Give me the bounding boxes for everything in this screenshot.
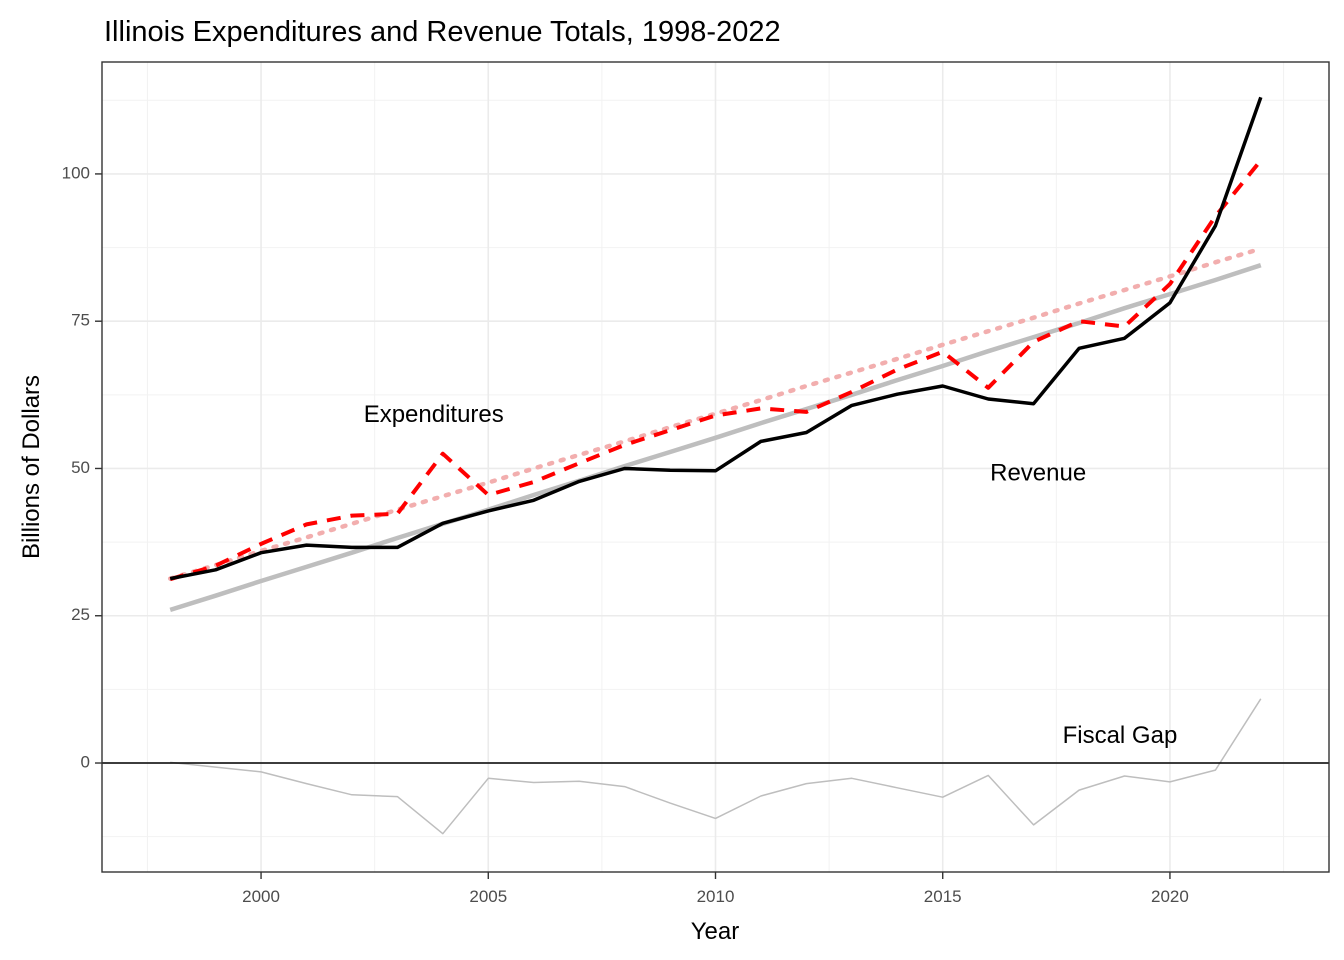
series-line-fiscal-gap: [170, 698, 1262, 835]
annotation-fiscal-gap: Fiscal Gap: [1063, 722, 1178, 749]
series-line-expenditures-trend: [167, 246, 1264, 581]
y-tick-label: 50: [71, 458, 90, 477]
y-tick-label: 75: [71, 311, 90, 330]
annotation-layer: Expenditures Revenue Fiscal Gap: [364, 401, 1178, 749]
x-tick-label: 2020: [1151, 887, 1189, 906]
series-layer: [102, 96, 1329, 835]
x-tick-label: 2010: [697, 887, 735, 906]
y-tick-label: 25: [71, 605, 90, 624]
y-axis: 0 25 50 75 100: [62, 163, 102, 772]
x-tick-label: 2000: [242, 887, 280, 906]
x-tick-label: 2005: [469, 887, 507, 906]
annotation-expenditures: Expenditures: [364, 401, 504, 428]
series-line-expenditures: [169, 159, 1263, 582]
y-tick-label: 100: [62, 163, 90, 182]
plot-panel: Expenditures Revenue Fiscal Gap: [101, 61, 1330, 873]
x-axis: 2000 2005 2010 2015 2020: [242, 872, 1189, 906]
y-tick-label: 0: [81, 753, 90, 772]
chart-title: Illinois Expenditures and Revenue Totals…: [104, 16, 781, 48]
annotation-revenue: Revenue: [990, 460, 1086, 487]
x-tick-label: 2015: [924, 887, 962, 906]
y-axis-title: Billions of Dollars: [18, 375, 45, 559]
x-axis-title: Year: [691, 918, 740, 945]
series-line-revenue: [169, 96, 1263, 581]
series-line-revenue-trend: [169, 263, 1262, 613]
